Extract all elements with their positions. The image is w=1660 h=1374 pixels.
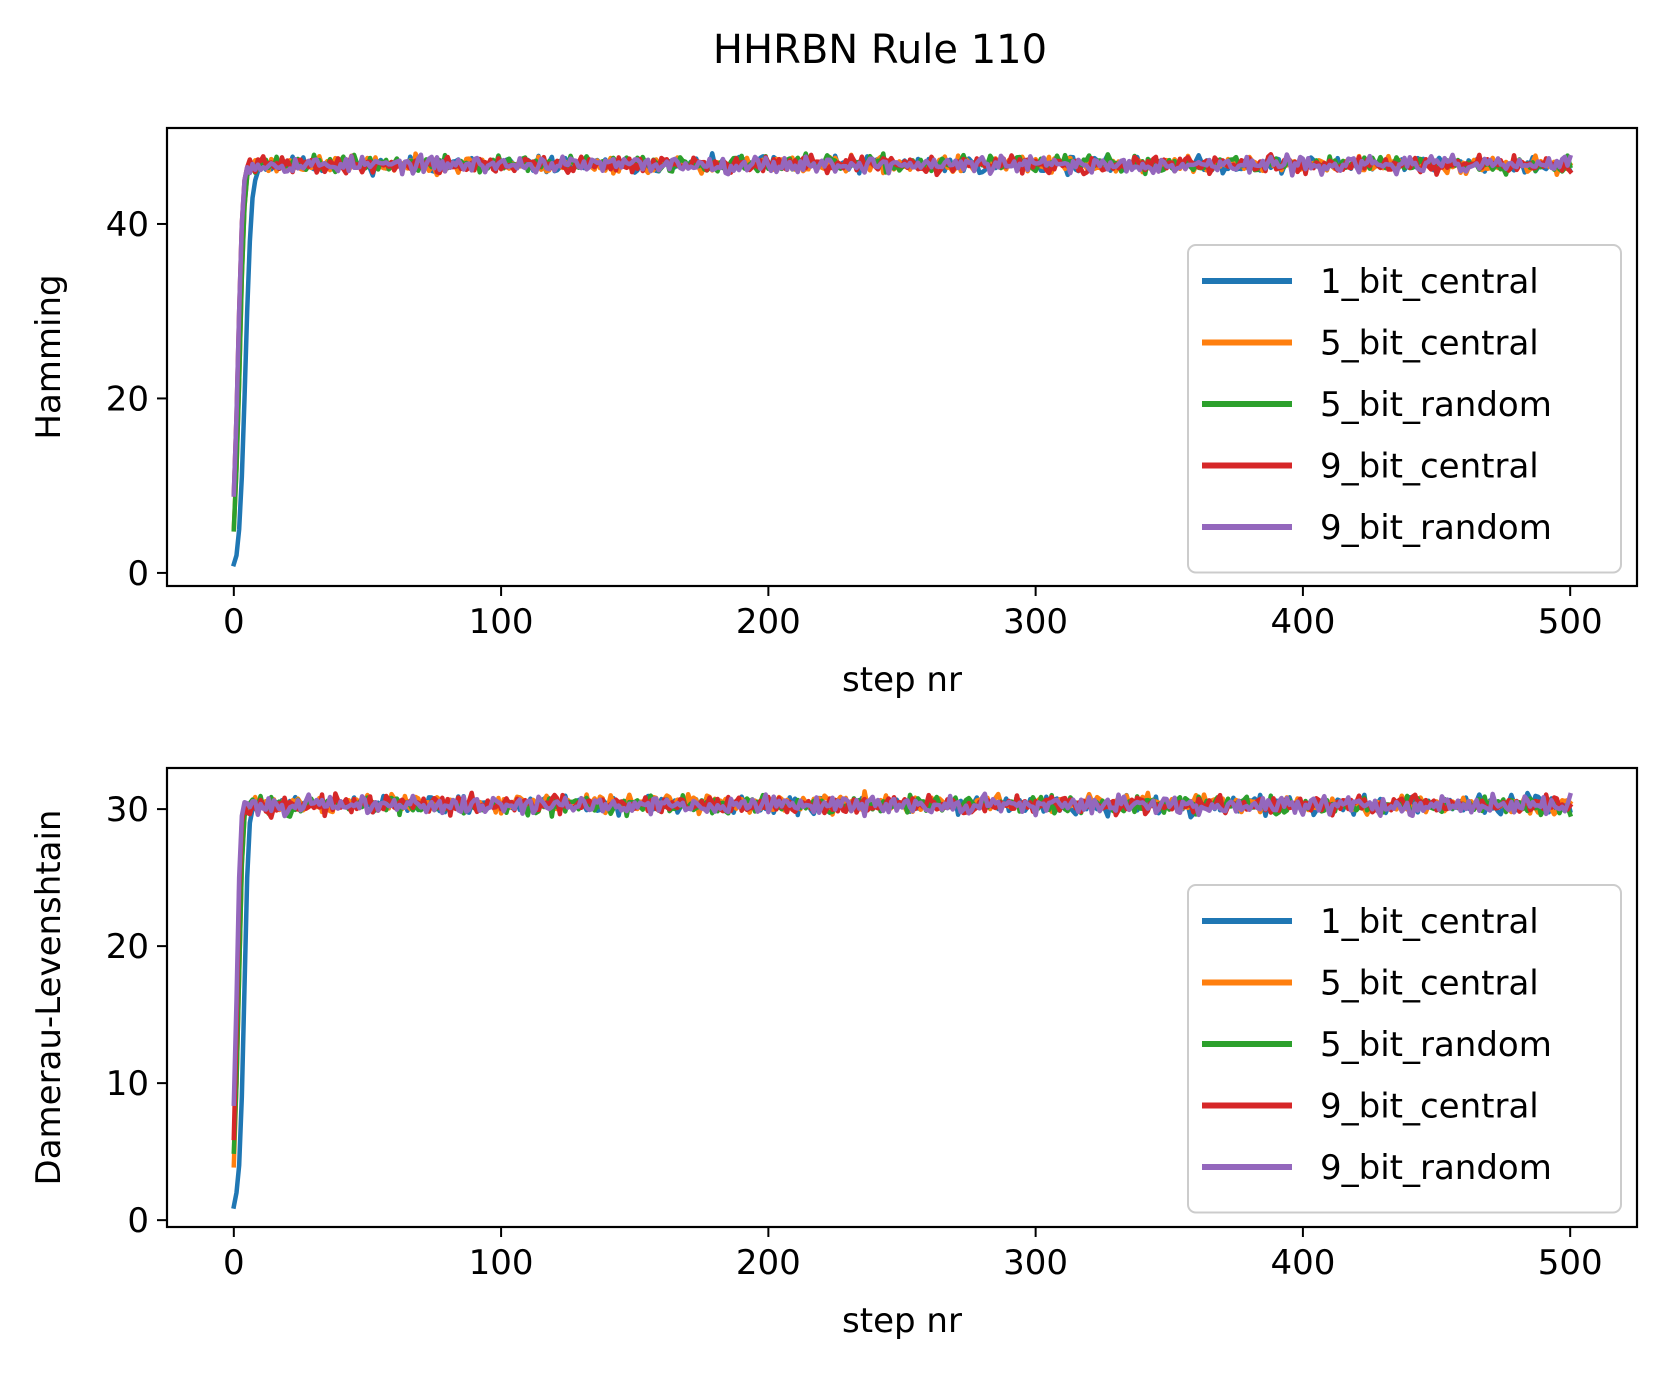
legend-label: 5_bit_central <box>1320 324 1539 364</box>
x-tick-label: 300 <box>1003 1243 1068 1283</box>
legend-label: 5_bit_random <box>1320 385 1552 425</box>
legend-label: 1_bit_central <box>1320 902 1539 942</box>
legend-label: 9_bit_random <box>1320 508 1552 548</box>
axes-frame <box>165 126 1639 588</box>
legend-label: 9_bit_central <box>1320 1087 1539 1127</box>
x-tick-label: 0 <box>223 602 245 642</box>
x-tick-label: 500 <box>1538 602 1603 642</box>
x-tick-label: 300 <box>1003 602 1068 642</box>
x-tick-label: 400 <box>1270 602 1335 642</box>
y-tick-label: 10 <box>106 1064 149 1104</box>
legend-box <box>1187 884 1622 1214</box>
legend-label: 5_bit_random <box>1320 1025 1552 1065</box>
series-group <box>231 789 1574 1210</box>
figure-title: HHRBN Rule 110 <box>713 27 1047 73</box>
y-axis-label: Hamming <box>29 274 69 439</box>
y-tick-label: 20 <box>106 379 149 419</box>
x-tick-label: 100 <box>469 1243 534 1283</box>
x-tick-label: 200 <box>736 1243 801 1283</box>
axes-frame <box>165 766 1639 1229</box>
legend: 1_bit_central 5_bit_central 5_bit_random 9_… <box>1187 244 1622 574</box>
legend: 1_bit_central 5_bit_central 5_bit_random 9_… <box>1187 884 1622 1214</box>
hamming-panel: 0 100 200 300 400 500 0 20 40 step nr Hamming 1_bit… <box>29 126 1639 700</box>
legend-label: 1_bit_central <box>1320 262 1539 302</box>
damerau-levenshtain-panel: 0 100 200 300 400 500 0 10 20 30 step nr Damerau-Le… <box>29 766 1639 1341</box>
y-tick-label: 30 <box>106 790 149 830</box>
x-axis-label: step nr <box>842 1301 962 1341</box>
series-line-9_bit_random <box>231 152 1574 497</box>
x-tick-label: 100 <box>469 602 534 642</box>
legend-label: 5_bit_central <box>1320 964 1539 1004</box>
x-axis-label: step nr <box>842 660 962 700</box>
x-tick-label: 0 <box>223 1243 245 1283</box>
y-tick-label: 0 <box>127 1201 149 1241</box>
y-axis-label: Damerau-Levenshtain <box>29 810 69 1186</box>
legend-label: 9_bit_central <box>1320 447 1539 487</box>
legend-label: 9_bit_random <box>1320 1148 1552 1188</box>
x-tick-label: 400 <box>1270 1243 1335 1283</box>
series-group <box>231 151 1574 568</box>
legend-box <box>1187 244 1622 574</box>
y-tick-label: 40 <box>106 205 149 245</box>
y-tick-label: 20 <box>106 927 149 967</box>
x-tick-label: 200 <box>736 602 801 642</box>
series-line-9_bit_random <box>231 791 1573 1106</box>
x-tick-label: 500 <box>1538 1243 1603 1283</box>
y-tick-label: 0 <box>127 554 149 594</box>
